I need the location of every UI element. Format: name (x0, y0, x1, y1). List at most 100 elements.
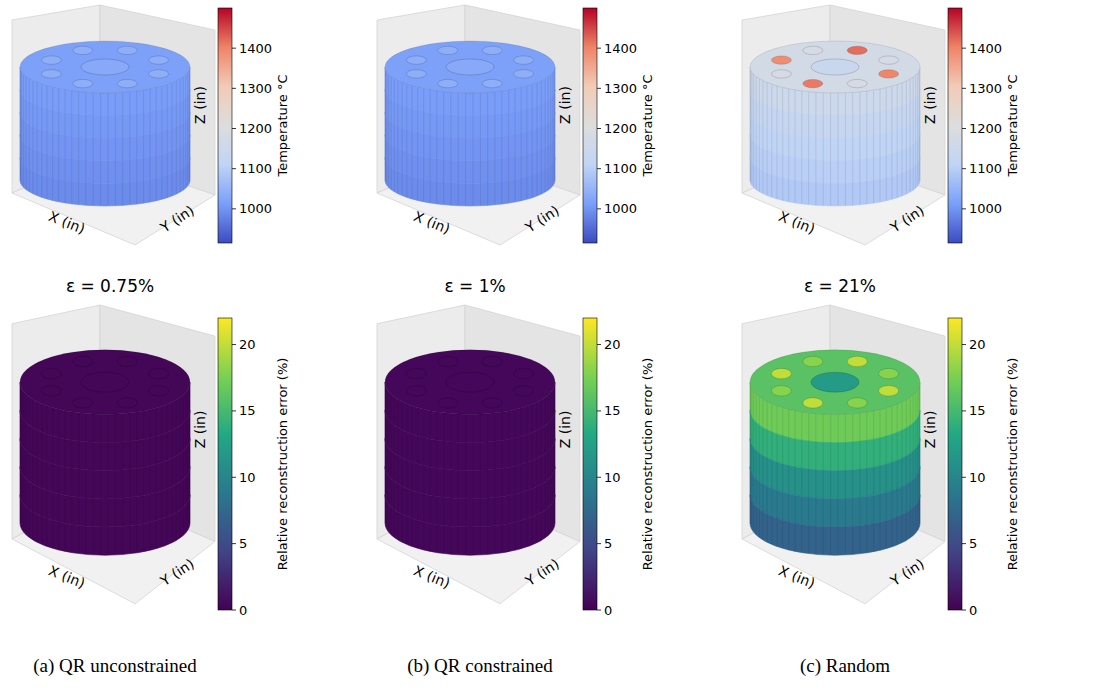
colorbar-tick-label: 1300 (969, 81, 1002, 96)
colorbar-tick-label: 5 (969, 536, 977, 551)
colorbar-tick (962, 168, 966, 169)
z-axis-label: Z (in) (557, 86, 573, 124)
colorbar-tick (232, 88, 236, 89)
x-axis-label: X (in) (411, 562, 452, 591)
hole (771, 368, 791, 378)
colorbar-label: Relative reconstruction error (%) (1005, 358, 1020, 571)
hole (149, 70, 169, 78)
hole (771, 386, 791, 396)
hole (117, 79, 137, 87)
figure: X (in)Y (in)Z (in)10001100120013001400Te… (0, 0, 1094, 690)
colorbar (583, 318, 597, 610)
hole (771, 70, 791, 78)
colorbar-tick-label: 20 (969, 337, 986, 352)
z-axis-label: Z (in) (922, 86, 938, 124)
hole (149, 386, 169, 396)
hole (803, 46, 823, 54)
colorbar-tick (597, 208, 601, 209)
colorbar-tick-label: 1400 (604, 41, 637, 56)
colorbar-tick-label: 1100 (239, 161, 272, 176)
panel: X (in)Y (in)Z (in)10001100120013001400Te… (377, 5, 655, 245)
colorbar-tick (597, 128, 601, 129)
hole (406, 368, 426, 378)
colorbar-tick-label: 1400 (969, 41, 1002, 56)
colorbar-tick-label: 5 (604, 536, 612, 551)
colorbar-tick-label: 1100 (604, 161, 637, 176)
top-face (20, 350, 190, 415)
colorbar-tick (597, 344, 601, 345)
side-band (750, 157, 920, 206)
panel: X (in)Y (in)Z (in)10001100120013001400Te… (742, 5, 1020, 245)
hole (149, 56, 169, 64)
hole (73, 398, 93, 408)
hole (879, 70, 899, 78)
colorbar-tick (232, 48, 236, 49)
colorbar-tick (597, 88, 601, 89)
colorbar-tick (962, 88, 966, 89)
top-face (750, 41, 920, 93)
hole (41, 56, 61, 64)
colorbar-tick-label: 0 (239, 603, 247, 618)
colorbar-tick (232, 477, 236, 478)
colorbar-tick (232, 128, 236, 129)
colorbar-tick-label: 15 (239, 403, 256, 418)
colorbar-tick (962, 128, 966, 129)
x-axis-label: X (in) (46, 208, 87, 237)
hole (847, 79, 867, 87)
colorbar-tick (597, 410, 601, 411)
hole (482, 356, 502, 366)
hole (117, 398, 137, 408)
colorbar-tick (232, 208, 236, 209)
panel-title: ε = 21% (804, 276, 876, 296)
hole (406, 70, 426, 78)
panel-title: ε = 1% (444, 276, 505, 296)
hole (41, 386, 61, 396)
colorbar-tick-label: 0 (969, 603, 977, 618)
caption: (b) QR constrained (407, 655, 553, 677)
hole (847, 46, 867, 54)
hole (803, 398, 823, 408)
center-hole (81, 59, 129, 75)
hole (803, 79, 823, 87)
top-face (385, 41, 555, 93)
hole (847, 356, 867, 366)
side-band (20, 495, 190, 556)
side-band (750, 495, 920, 556)
colorbar-tick (962, 610, 966, 611)
top-face (385, 350, 555, 415)
top-face (750, 350, 920, 415)
top-face (20, 41, 190, 93)
colorbar-tick (597, 610, 601, 611)
colorbar-tick-label: 1400 (239, 41, 272, 56)
side-band (385, 157, 555, 206)
hole (438, 398, 458, 408)
colorbar-tick-label: 1300 (239, 81, 272, 96)
hole (879, 386, 899, 396)
center-hole (446, 59, 494, 75)
z-axis-label: Z (in) (557, 411, 573, 449)
hole (41, 368, 61, 378)
y-axis-label: Y (in) (157, 202, 197, 236)
colorbar-tick-label: 10 (969, 470, 986, 485)
hole (771, 56, 791, 64)
side-band (20, 157, 190, 206)
hole (117, 46, 137, 54)
panel-title: ε = 0.75% (66, 276, 154, 296)
colorbar-tick-label: 15 (604, 403, 621, 418)
colorbar-tick (597, 48, 601, 49)
center-hole (811, 372, 859, 392)
hole (73, 79, 93, 87)
colorbar-tick (597, 543, 601, 544)
colorbar-tick (597, 168, 601, 169)
hole (406, 56, 426, 64)
colorbar-tick (962, 543, 966, 544)
y-axis-label: Y (in) (522, 202, 562, 236)
hole (482, 79, 502, 87)
hole (514, 70, 534, 78)
colorbar (218, 8, 232, 243)
z-axis-label: Z (in) (192, 411, 208, 449)
x-axis-label: X (in) (776, 208, 817, 237)
hole (482, 398, 502, 408)
hole (73, 46, 93, 54)
colorbar-tick (962, 477, 966, 478)
